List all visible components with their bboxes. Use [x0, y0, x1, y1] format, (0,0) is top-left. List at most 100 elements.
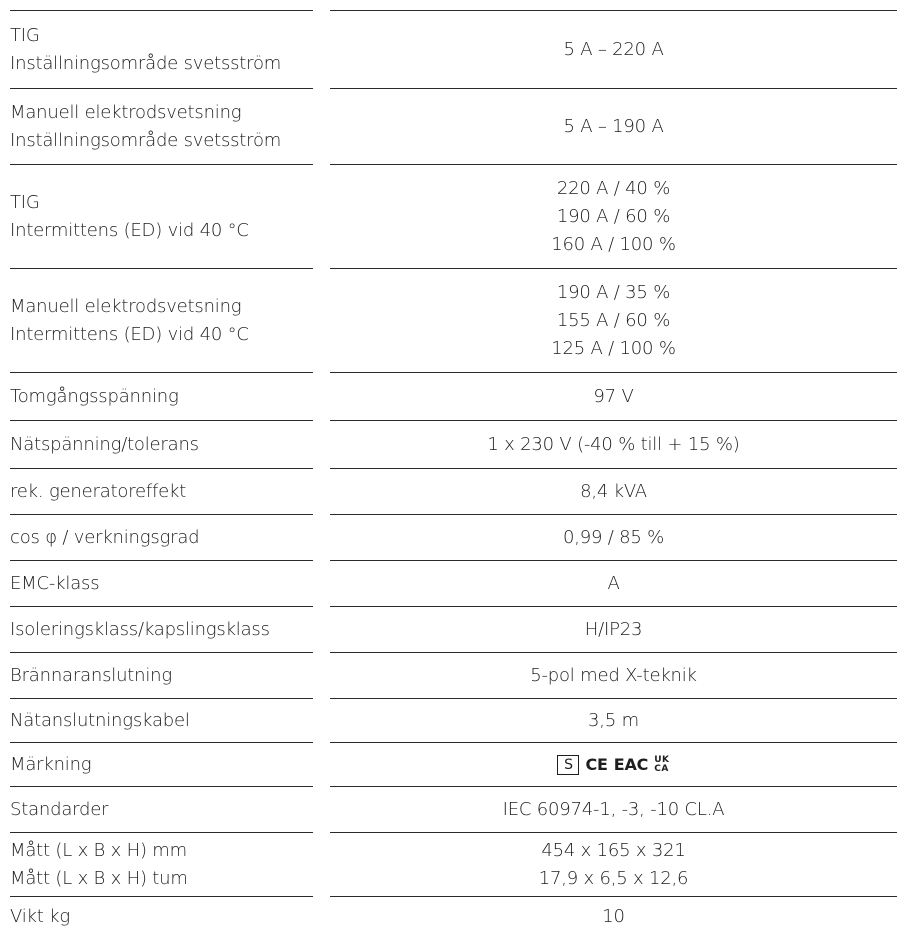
rule — [330, 468, 897, 469]
rule — [10, 514, 313, 515]
ukca-top: UK — [654, 754, 670, 765]
label-line: Mått (L x B x H) tum — [10, 867, 188, 889]
rule — [330, 420, 897, 421]
table-row: Isoleringsklass/kapslingsklass H/IP23 — [0, 607, 897, 652]
table-row: Vikt kg 10 — [0, 897, 897, 936]
row-label: cos φ / verkningsgrad — [0, 515, 320, 560]
row-value: 190 A / 35 % 155 A / 60 % 125 A / 100 % — [330, 269, 897, 372]
row-value: 0,99 / 85 % — [330, 515, 897, 560]
label-line: Inställningsområde svetsström — [10, 52, 282, 74]
rule — [10, 560, 313, 561]
value-line: 454 x 165 x 321 — [541, 839, 686, 861]
rule — [330, 560, 897, 561]
value-line: 190 A / 35 % — [556, 281, 671, 303]
table-row: Nätspänning/tolerans 1 x 230 V (-40 % ti… — [0, 421, 897, 468]
rule — [330, 786, 897, 787]
label-line: Vikt kg — [10, 905, 70, 927]
row-label: Märkning — [0, 743, 320, 786]
label-line: Intermittens (ED) vid 40 °C — [10, 323, 249, 345]
rule — [10, 372, 313, 373]
table-row: TIG Inställningsområde svetsström 5 A – … — [0, 11, 897, 88]
row-label: Tomgångsspänning — [0, 373, 320, 420]
value-line: 97 V — [593, 385, 634, 407]
rule — [330, 742, 897, 743]
row-label: Nätspänning/tolerans — [0, 421, 320, 468]
table-row: EMC-klass A — [0, 561, 897, 606]
table-row: Manuell elektrodsvetsning Intermittens (… — [0, 269, 897, 372]
label-line: TIG — [10, 24, 40, 46]
value-line: 5 A – 220 A — [563, 38, 664, 60]
rule — [10, 420, 313, 421]
value-line: 1 x 230 V (-40 % till + 15 %) — [487, 433, 740, 455]
table-row: TIG Intermittens (ED) vid 40 °C 220 A / … — [0, 165, 897, 268]
row-value: H/IP23 — [330, 607, 897, 652]
table-row: rek. generatoreffekt 8,4 kVA — [0, 469, 897, 514]
value-line: 125 A / 100 % — [551, 337, 676, 359]
label-line: EMC-klass — [10, 572, 100, 594]
value-line: H/IP23 — [584, 618, 643, 640]
rule — [330, 832, 897, 833]
table-row: cos φ / verkningsgrad 0,99 / 85 % — [0, 515, 897, 560]
row-label: Nätanslutningskabel — [0, 699, 320, 742]
value-line: 5 A – 190 A — [563, 115, 664, 137]
rule — [330, 164, 897, 165]
label-line: Isoleringsklass/kapslingsklass — [10, 618, 270, 640]
label-line: Märkning — [10, 753, 92, 775]
label-line: Manuell elektrodsvetsning — [10, 101, 242, 123]
row-value: 1 x 230 V (-40 % till + 15 %) — [330, 421, 897, 468]
rule — [330, 896, 897, 897]
rule — [10, 468, 313, 469]
label-line: Tomgångsspänning — [10, 385, 179, 407]
row-value: A — [330, 561, 897, 606]
value-line: 3,5 m — [588, 709, 639, 731]
label-line: Brännaranslutning — [10, 664, 172, 686]
row-label: Isoleringsklass/kapslingsklass — [0, 607, 320, 652]
row-value: 3,5 m — [330, 699, 897, 742]
label-line: Nätspänning/tolerans — [10, 433, 199, 455]
value-line: 10 — [602, 905, 625, 927]
rule — [10, 832, 313, 833]
row-value: IEC 60974-1, -3, -10 CL.A — [330, 787, 897, 832]
rule — [10, 698, 313, 699]
row-value: 220 A / 40 % 190 A / 60 % 160 A / 100 % — [330, 165, 897, 268]
label-line: rek. generatoreffekt — [10, 480, 187, 502]
rule — [330, 372, 897, 373]
label-line: Inställningsområde svetsström — [10, 129, 282, 151]
conformity-marks: S CE EAC UK CA — [557, 751, 669, 779]
label-line: TIG — [10, 191, 40, 213]
label-line: cos φ / verkningsgrad — [10, 526, 200, 548]
value-line: 155 A / 60 % — [556, 309, 671, 331]
label-line: Standarder — [10, 798, 109, 820]
value-line: 5-pol med X-teknik — [530, 664, 697, 686]
row-label: Brännaranslutning — [0, 653, 320, 698]
rule — [330, 514, 897, 515]
label-line: Manuell elektrodsvetsning — [10, 295, 242, 317]
rule — [10, 10, 313, 11]
eac-mark-icon: EAC — [613, 754, 649, 774]
table-row: Manuell elektrodsvetsning Inställningsom… — [0, 89, 897, 164]
ukca-mark-icon: UK CA — [654, 754, 670, 774]
row-value: S CE EAC UK CA — [330, 743, 897, 786]
rule — [10, 896, 313, 897]
table-row: Standarder IEC 60974-1, -3, -10 CL.A — [0, 787, 897, 832]
rule — [330, 10, 897, 11]
ukca-bottom: CA — [654, 763, 669, 774]
value-line: IEC 60974-1, -3, -10 CL.A — [502, 798, 725, 820]
rule — [10, 652, 313, 653]
row-value: 10 — [330, 897, 897, 936]
row-label: Vikt kg — [0, 897, 320, 936]
value-line: 190 A / 60 % — [556, 205, 671, 227]
rule — [330, 268, 897, 269]
row-value: 5 A – 220 A — [330, 11, 897, 88]
label-line: Intermittens (ED) vid 40 °C — [10, 219, 249, 241]
rule — [10, 786, 313, 787]
value-line: 0,99 / 85 % — [562, 526, 665, 548]
row-value: 8,4 kVA — [330, 469, 897, 514]
row-value: 97 V — [330, 373, 897, 420]
row-label: Standarder — [0, 787, 320, 832]
rule — [330, 652, 897, 653]
row-label: Manuell elektrodsvetsning Intermittens (… — [0, 269, 320, 372]
rule — [10, 88, 313, 89]
value-line: 17,9 x 6,5 x 12,6 — [538, 867, 689, 889]
s-mark-icon: S — [557, 754, 580, 775]
